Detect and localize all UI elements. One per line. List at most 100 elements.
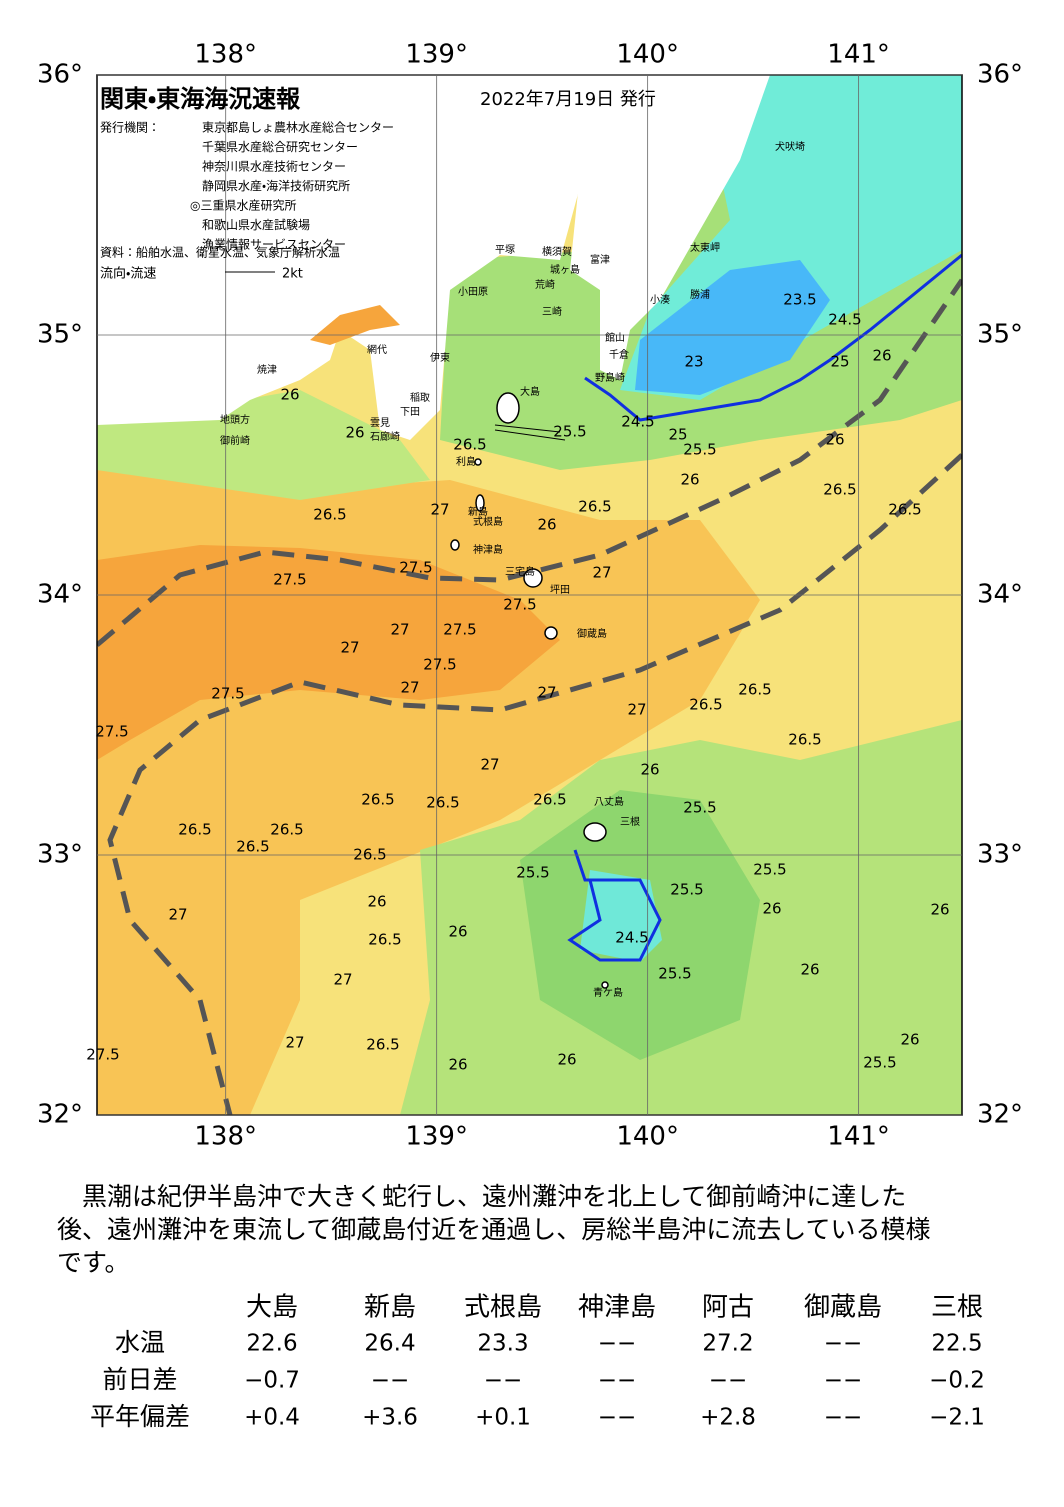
table-header: 神津島 (578, 1293, 656, 1323)
issuer: 和歌山県水産試験場 (202, 217, 310, 232)
contour-label: 27.5 (273, 571, 306, 589)
place-name: 勝浦 (690, 288, 710, 301)
data-source: 資料：船舶水温、衛星水温、気象庁解析水温 (100, 245, 340, 260)
place-name: 地頭方 (220, 413, 250, 426)
contour-label: 26 (640, 761, 659, 779)
summary-line: です。 (57, 1248, 130, 1277)
issue-date: 2022年7月19日 発行 (480, 89, 656, 110)
table-header: 三根 (931, 1293, 983, 1323)
contour-label: 26.5 (361, 791, 394, 809)
table-cell: −0.2 (929, 1368, 985, 1394)
contour-label: 26.5 (270, 821, 303, 839)
contour-label: 26 (930, 901, 949, 919)
contour-label: 27 (400, 679, 419, 697)
contour-label: 27 (592, 564, 611, 582)
contour-label: 26.5 (453, 436, 486, 454)
place-name: 雲見 (370, 417, 390, 429)
contour-label: 27.5 (423, 656, 456, 674)
table-cell: −0.7 (244, 1368, 300, 1394)
contour-label: 27 (340, 639, 359, 657)
place-name: 小田原 (458, 286, 488, 298)
contour-label: 26.5 (533, 791, 566, 809)
contour-label: 25.5 (683, 799, 716, 817)
place-name: 焼津 (257, 364, 277, 376)
place-name: 利島 (456, 455, 476, 468)
lat-tick-label: 35° (37, 320, 83, 350)
table-cell: −− (598, 1368, 637, 1394)
contour-label: 27 (285, 1034, 304, 1052)
table-cell: −− (824, 1368, 863, 1394)
lat-tick-label: 33° (977, 840, 1023, 870)
contour-label: 26 (448, 923, 467, 941)
place-name: 石廊崎 (370, 430, 400, 443)
contour-label: 26.5 (368, 931, 401, 949)
summary-line: 後、遠州灘沖を東流して御蔵島付近を通過し、房総半島沖に流去している模様 (57, 1215, 931, 1244)
contour-label: 26.5 (888, 501, 921, 519)
table-cell: −− (371, 1368, 410, 1394)
lat-tick-label: 33° (37, 840, 83, 870)
lon-tick-label: 140° (616, 1122, 679, 1152)
table-header: 新島 (364, 1293, 416, 1323)
contour-label: 26 (537, 516, 556, 534)
place-name: 三根 (620, 815, 640, 828)
place-name: 富津 (590, 253, 610, 266)
table-header: 式根島 (464, 1293, 542, 1323)
row-label: 水温 (115, 1328, 165, 1357)
lon-tick-label: 139° (405, 1122, 468, 1152)
contour-label: 26.5 (689, 696, 722, 714)
contour-label: 27 (627, 701, 646, 719)
contour-label: 26 (872, 347, 891, 365)
table-cell: −− (824, 1331, 863, 1357)
graticule: 138° 138° 139° 139° 140° 140° 141° 141° 36° 36° 35… (37, 40, 1023, 1152)
place-name: 城ヶ島 (550, 263, 580, 276)
table-header: 阿古 (702, 1293, 754, 1323)
lat-tick-label: 35° (977, 320, 1023, 350)
lat-tick-label: 32° (977, 1100, 1023, 1130)
place-name: 神津島 (473, 543, 503, 556)
lon-tick-label: 140° (616, 40, 679, 70)
place-name: 平塚 (495, 244, 515, 256)
contour-label: 23.5 (783, 291, 816, 309)
issuer: ◎三重県水産研究所 (190, 199, 296, 213)
place-name: 小湊 (650, 293, 670, 306)
table-cell: 27.2 (702, 1331, 753, 1357)
place-name: 伊東 (430, 351, 450, 364)
table-cell: +2.8 (700, 1405, 756, 1431)
table-cell: 22.5 (931, 1331, 982, 1357)
table-cell: −− (709, 1368, 748, 1394)
place-name: 太東岬 (690, 241, 720, 254)
lat-tick-label: 34° (37, 580, 83, 610)
table-cell: −2.1 (929, 1405, 985, 1431)
lon-tick-label: 138° (194, 40, 257, 70)
table-cell: 22.6 (246, 1331, 297, 1357)
table-header: 大島 (246, 1293, 298, 1323)
place-name: 御前崎 (220, 434, 250, 447)
lon-tick-label: 138° (194, 1122, 257, 1152)
contour-label: 25.5 (683, 441, 716, 459)
table-cell: −− (484, 1368, 523, 1394)
place-name: 青ケ島 (593, 986, 623, 999)
contour-label: 26.5 (236, 838, 269, 856)
contour-label: 26 (680, 471, 699, 489)
lon-tick-label: 139° (405, 40, 468, 70)
contour-label: 25 (668, 426, 687, 444)
contour-label: 26 (280, 386, 299, 404)
contour-label: 26.5 (426, 794, 459, 812)
contour-label: 26.5 (788, 731, 821, 749)
place-name: 坪田 (550, 583, 570, 596)
table-cell: +0.4 (244, 1405, 300, 1431)
contour-label: 26.5 (738, 681, 771, 699)
place-name: 新島 (468, 505, 488, 518)
contour-label: 26.5 (366, 1036, 399, 1054)
table-cell: 26.4 (364, 1331, 415, 1357)
contour-label: 25.5 (516, 864, 549, 882)
place-name: 野島崎 (595, 371, 625, 384)
place-name: 大島 (520, 385, 540, 398)
contour-label: 26 (557, 1051, 576, 1069)
place-name: 式根島 (473, 515, 503, 528)
contour-label: 26 (367, 893, 386, 911)
contour-label: 25.5 (553, 423, 586, 441)
table-cell: −− (824, 1405, 863, 1431)
contour-label: 26 (825, 431, 844, 449)
